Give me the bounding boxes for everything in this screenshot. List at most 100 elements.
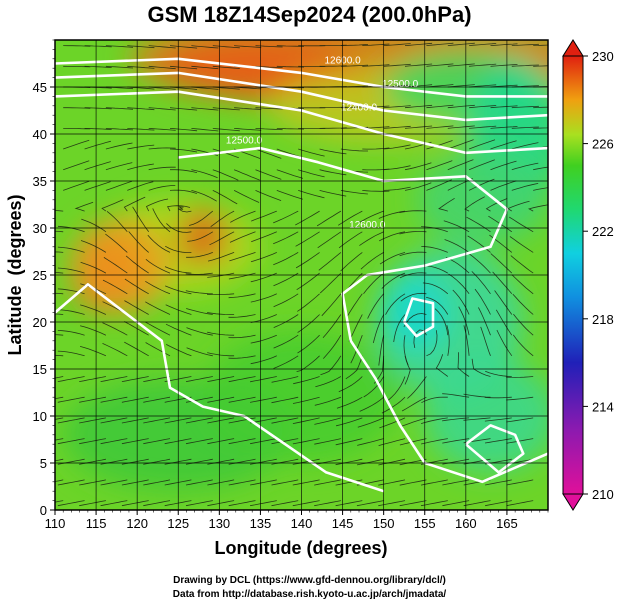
streamline-24 (57, 479, 85, 486)
contour-line-5 (402, 297, 435, 338)
streamline-282 (293, 376, 320, 385)
streamline-397 (407, 376, 427, 399)
streamline-442 (442, 393, 470, 398)
streamline-465 (463, 393, 491, 398)
streamline-122 (145, 342, 171, 357)
streamline-288 (295, 252, 320, 269)
streamline-354 (372, 314, 385, 344)
streamline-516 (511, 274, 534, 295)
streamline-293 (319, 148, 347, 155)
streamline-415 (420, 479, 448, 486)
streamline-127 (147, 234, 171, 253)
streamline-449 (444, 239, 470, 253)
streamline-332 (345, 293, 363, 319)
x-tick-label: 115 (86, 516, 107, 531)
streamline-269 (298, 169, 325, 178)
streamline-423 (425, 296, 449, 315)
streamline-504 (511, 64, 539, 67)
streamline-192 (207, 331, 235, 336)
streamline-180 (212, 107, 240, 111)
streamline-10 (55, 292, 64, 295)
streamline-334 (340, 252, 363, 272)
streamline-75 (100, 376, 128, 382)
streamline-353 (378, 335, 385, 366)
streamline-235 (250, 396, 277, 403)
streamline-359 (358, 210, 384, 224)
streamline-231 (250, 479, 277, 486)
streamline-257 (271, 417, 299, 424)
streamline-254 (271, 479, 299, 486)
streamline-25 (57, 458, 85, 465)
streamline-9 (55, 313, 64, 315)
streamline-363 (383, 125, 411, 129)
streamline-361 (383, 165, 411, 171)
streamline-85 (127, 163, 154, 171)
streamline-69 (100, 500, 128, 507)
streamline-459 (469, 43, 497, 46)
streamline-324 (335, 458, 363, 466)
streamline-507 (506, 479, 534, 486)
streamline-45 (84, 45, 112, 48)
streamline-223 (255, 169, 282, 180)
streamline-64 (105, 128, 134, 131)
streamline-114 (148, 45, 176, 49)
streamline-60 (101, 199, 124, 212)
streamline-216 (228, 314, 256, 318)
streamline-251 (276, 65, 305, 68)
streamline-226 (255, 107, 283, 110)
streamline-189 (207, 396, 235, 403)
x-tick-label: 125 (167, 516, 189, 531)
streamline-446 (452, 289, 470, 315)
streamline-450 (443, 220, 470, 233)
streamline-111 (148, 107, 176, 111)
streamline-213 (228, 376, 256, 383)
streamline-27 (57, 417, 85, 424)
y-tick-label: 5 (40, 456, 47, 471)
streamline-476 (490, 160, 517, 171)
x-tick-label: 135 (250, 516, 272, 531)
x-tick-label: 140 (291, 516, 313, 531)
streamline-117 (143, 458, 171, 465)
streamline-57 (80, 261, 107, 274)
streamline-72 (100, 438, 128, 445)
streamline-326 (336, 417, 363, 427)
y-tick-label: 15 (33, 362, 47, 377)
y-tick-label: 45 (33, 80, 47, 95)
streamline-162 (185, 479, 213, 486)
streamline-456 (469, 105, 497, 109)
streamline-382 (378, 210, 406, 219)
streamline-343 (362, 64, 390, 67)
streamline-233 (250, 438, 277, 445)
streamline-172 (185, 272, 213, 275)
streamline-164 (185, 438, 213, 445)
contour-line-4 (55, 283, 385, 493)
streamline-71 (100, 458, 128, 465)
streamline-407 (426, 160, 453, 171)
streamline-383 (404, 182, 432, 191)
grid-lines (55, 40, 548, 510)
streamline-236 (250, 376, 277, 383)
streamline-11 (55, 272, 64, 274)
streamline-418 (420, 417, 448, 424)
streamline-320 (340, 64, 369, 67)
streamline-215 (228, 334, 256, 339)
streamline-477 (490, 140, 517, 150)
y-tick-label: 25 (33, 268, 47, 283)
streamline-478 (490, 126, 518, 129)
streamline-54 (79, 325, 107, 336)
streamline-98 (121, 376, 149, 382)
streamline-15 (63, 180, 90, 191)
streamline-310 (319, 272, 342, 294)
streamline-519 (509, 216, 534, 233)
streamline-267 (273, 210, 299, 224)
streamline-40 (84, 140, 111, 150)
x-tick-label: 165 (496, 516, 518, 531)
y-axis: 0 5 10 15 20 25 30 35 40 45 (33, 39, 55, 518)
streamline-161 (185, 500, 213, 507)
streamline-524 (533, 127, 548, 129)
streamline-124 (145, 301, 171, 315)
contour-line-3 (178, 146, 548, 484)
streamline-221 (230, 210, 256, 223)
streamline-344 (362, 43, 390, 46)
